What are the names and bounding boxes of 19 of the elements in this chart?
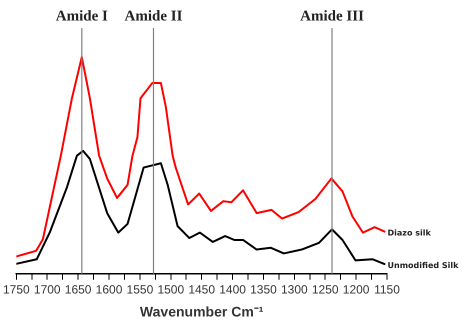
ref-line-label: Amide I	[56, 8, 108, 24]
x-tick-label: 1350	[250, 282, 278, 296]
x-tick-label: 1550	[126, 282, 154, 296]
ref-line-label: Amide II	[124, 8, 183, 24]
x-tick-label: 1200	[342, 282, 370, 296]
x-tick-label: 1400	[219, 282, 246, 296]
x-tick-label: 1650	[64, 282, 92, 296]
x-tick-label: 1450	[188, 282, 216, 296]
x-tick-label: 1300	[280, 282, 308, 296]
x-axis-title: Wavenumber Cm⁻¹	[140, 303, 264, 320]
x-tick-label: 1700	[34, 282, 61, 296]
x-tick-label: 1150	[374, 282, 400, 296]
x-tick-label: 1600	[96, 282, 123, 296]
x-tick-label: 1750	[2, 282, 30, 296]
series-label: Unmodified Silk	[388, 261, 460, 270]
series-label: Diazo silk	[388, 228, 432, 238]
ref-line-label: Amide III	[300, 8, 364, 24]
x-tick-label: 1250	[312, 282, 339, 296]
x-tick-label: 1500	[157, 282, 184, 296]
